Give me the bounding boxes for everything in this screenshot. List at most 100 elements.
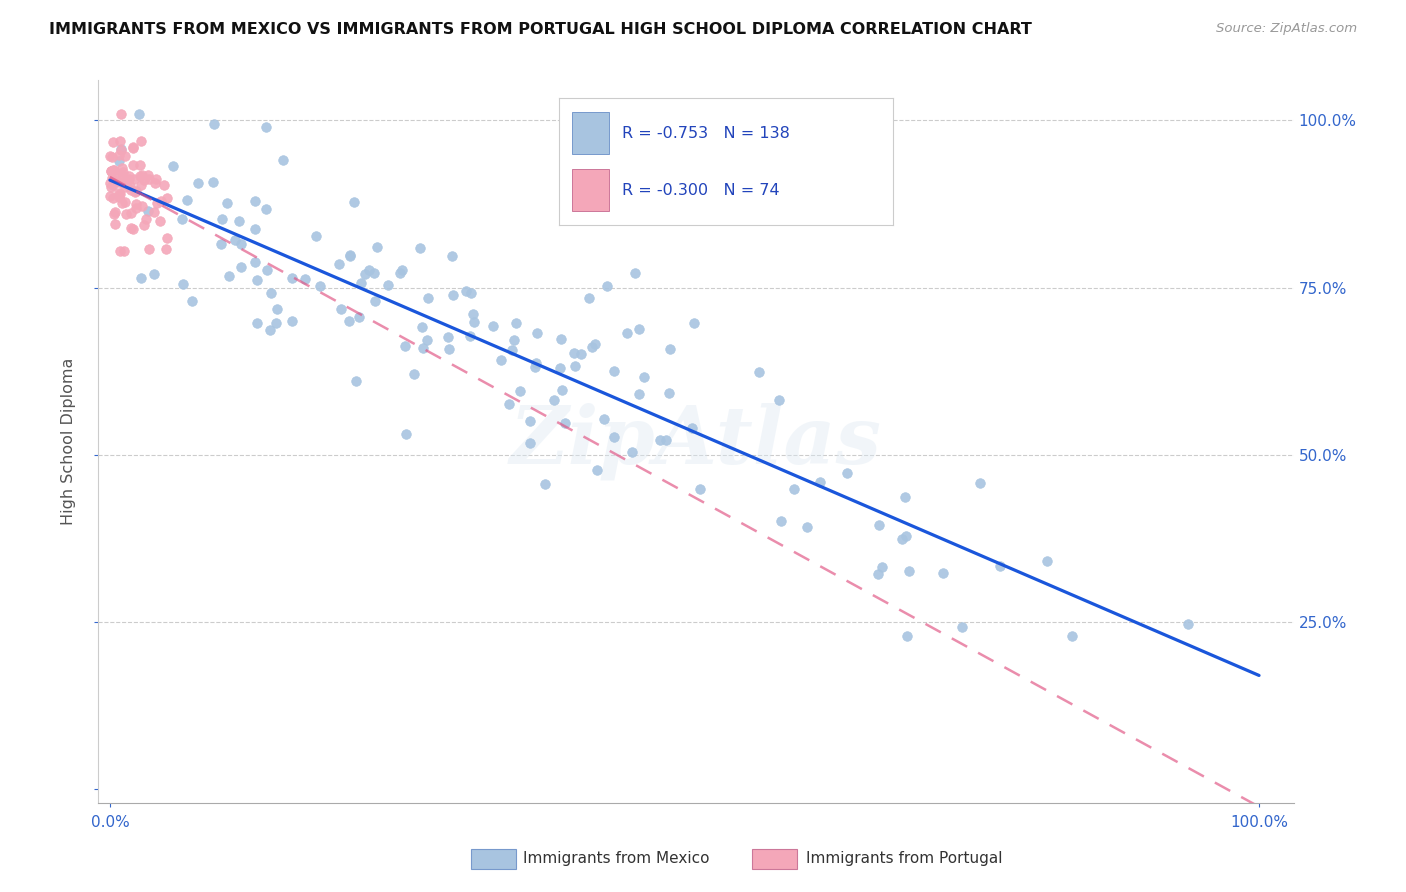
Text: Immigrants from Mexico: Immigrants from Mexico (523, 852, 710, 866)
Point (463, 314, 485, 328)
Point (100, 164, 122, 178)
Point (593, 412, 616, 426)
Point (211, 211, 233, 226)
Point (1177, 616, 1199, 631)
Point (254, 202, 277, 216)
Point (246, 316, 269, 330)
Point (342, 194, 364, 209)
Point (260, 285, 283, 300)
Point (658, 385, 681, 400)
Point (100, 163, 122, 178)
Point (932, 566, 955, 581)
Point (596, 279, 619, 293)
Point (218, 268, 240, 283)
Point (122, 221, 145, 235)
Point (377, 277, 399, 292)
Point (243, 222, 266, 236)
Point (519, 414, 541, 428)
Point (100, 150, 122, 164)
Point (231, 260, 253, 274)
Point (170, 212, 193, 227)
Point (111, 165, 134, 179)
Point (129, 178, 152, 193)
Point (395, 426, 418, 441)
Point (153, 178, 176, 192)
Point (231, 236, 253, 251)
Point (143, 205, 166, 219)
Point (627, 322, 650, 336)
Point (682, 316, 704, 330)
Point (440, 248, 463, 262)
Point (603, 430, 626, 444)
Point (897, 564, 920, 578)
Point (245, 194, 267, 208)
Point (389, 266, 412, 280)
Point (172, 277, 194, 292)
Point (411, 320, 433, 334)
Point (353, 267, 375, 281)
Point (509, 384, 531, 398)
Point (246, 273, 269, 287)
Point (114, 195, 136, 210)
Point (259, 323, 281, 337)
Point (101, 171, 124, 186)
Point (129, 169, 152, 183)
Point (581, 340, 603, 354)
Point (294, 272, 316, 286)
Point (217, 195, 239, 210)
Point (180, 293, 202, 308)
Point (402, 367, 425, 381)
Point (125, 197, 148, 211)
Point (550, 332, 572, 346)
Point (416, 333, 439, 347)
Point (569, 347, 592, 361)
Point (124, 201, 146, 215)
Point (363, 266, 385, 280)
Point (562, 345, 585, 359)
Point (748, 365, 770, 379)
Point (659, 342, 682, 356)
Point (104, 218, 127, 232)
Point (437, 342, 460, 356)
Point (108, 148, 131, 162)
Point (115, 207, 138, 221)
Point (202, 117, 225, 131)
Point (1062, 629, 1084, 643)
Point (104, 169, 127, 184)
Point (489, 353, 512, 368)
Point (628, 387, 651, 401)
Point (114, 177, 136, 191)
Point (463, 307, 485, 321)
Point (769, 514, 792, 528)
Point (103, 207, 125, 221)
Point (505, 316, 527, 330)
Point (624, 266, 647, 280)
Point (526, 326, 548, 340)
Point (524, 355, 547, 369)
Point (122, 158, 145, 172)
Point (783, 482, 806, 496)
Point (143, 176, 166, 190)
Point (357, 262, 380, 277)
Point (808, 475, 831, 490)
Point (146, 195, 169, 210)
Point (950, 620, 973, 634)
Point (894, 490, 917, 504)
Point (108, 134, 131, 148)
Point (145, 172, 167, 186)
Point (120, 206, 142, 220)
Point (111, 195, 134, 210)
Point (118, 169, 141, 184)
Point (583, 337, 606, 351)
Point (108, 244, 131, 258)
Point (156, 231, 179, 245)
Point (349, 276, 371, 290)
Text: ZipAtlas: ZipAtlas (510, 403, 882, 480)
Point (256, 263, 278, 277)
Point (108, 187, 131, 202)
Point (103, 191, 125, 205)
Point (339, 248, 361, 262)
Point (654, 434, 676, 448)
Point (894, 529, 917, 543)
Point (124, 185, 146, 199)
